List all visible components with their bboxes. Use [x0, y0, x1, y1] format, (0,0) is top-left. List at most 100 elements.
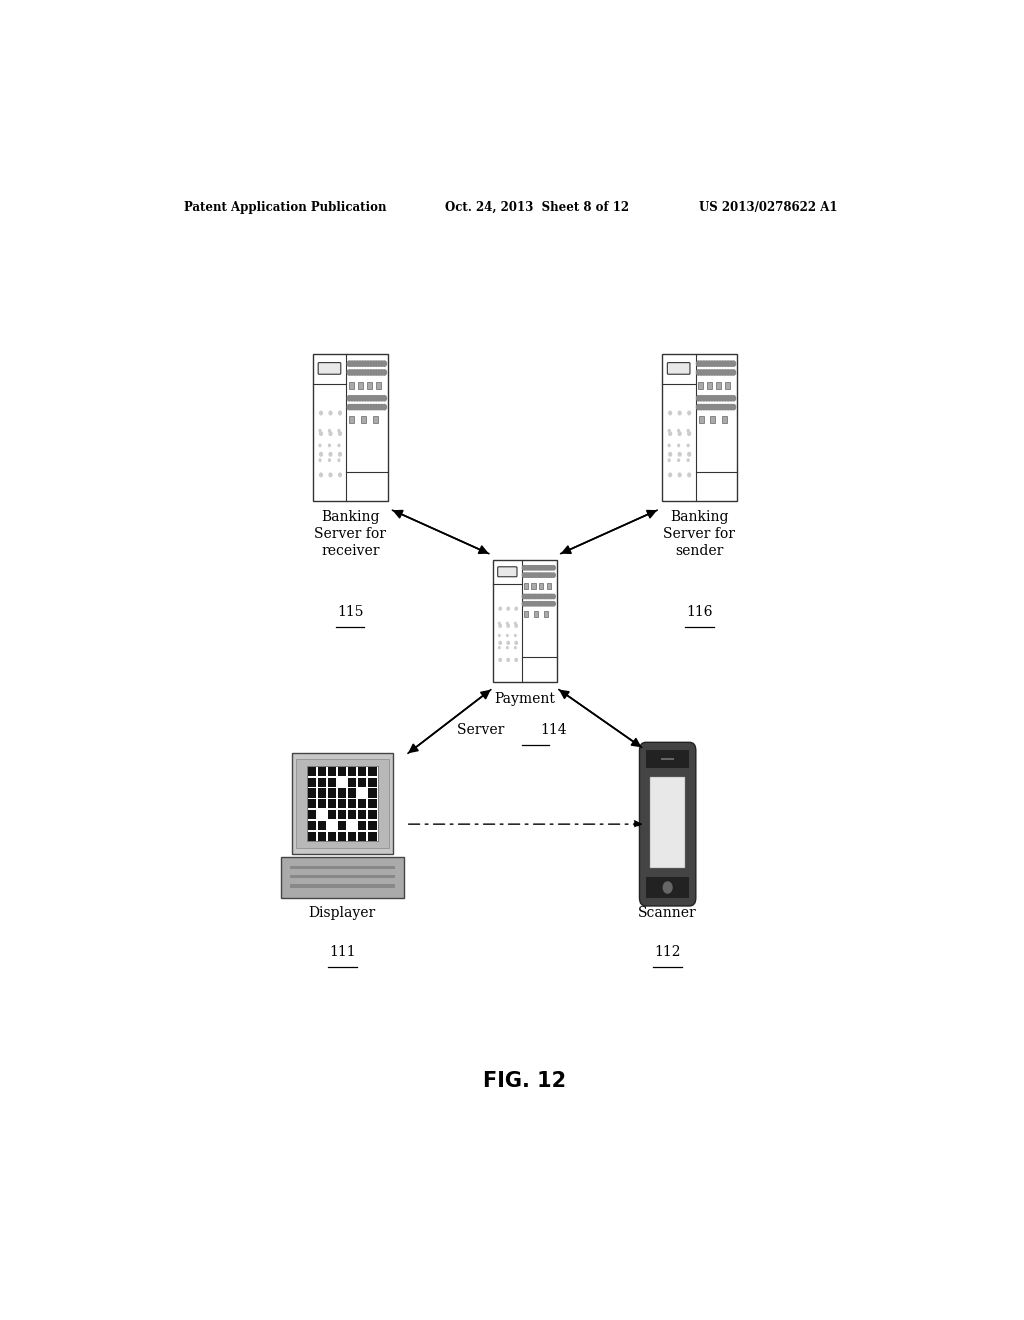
Circle shape: [539, 565, 542, 570]
Circle shape: [678, 429, 680, 432]
Text: 116: 116: [686, 605, 713, 619]
Circle shape: [531, 594, 535, 599]
Circle shape: [550, 565, 553, 570]
Circle shape: [369, 370, 373, 375]
Circle shape: [350, 396, 354, 401]
Circle shape: [731, 404, 735, 409]
FancyBboxPatch shape: [523, 583, 528, 589]
FancyBboxPatch shape: [368, 777, 377, 787]
FancyArrowPatch shape: [408, 690, 489, 754]
Circle shape: [338, 445, 340, 446]
FancyBboxPatch shape: [328, 799, 336, 808]
Circle shape: [515, 624, 517, 627]
Circle shape: [527, 594, 530, 599]
Circle shape: [515, 647, 516, 648]
Circle shape: [678, 459, 680, 462]
Circle shape: [721, 404, 725, 409]
Circle shape: [708, 404, 712, 409]
Circle shape: [515, 659, 517, 661]
Circle shape: [380, 404, 384, 409]
Circle shape: [319, 453, 323, 455]
Circle shape: [669, 429, 670, 432]
Circle shape: [360, 370, 365, 375]
FancyBboxPatch shape: [290, 884, 394, 887]
Circle shape: [723, 360, 727, 366]
Circle shape: [339, 473, 341, 477]
Circle shape: [731, 396, 735, 401]
FancyBboxPatch shape: [547, 583, 551, 589]
Circle shape: [552, 573, 555, 577]
Circle shape: [541, 573, 544, 577]
FancyBboxPatch shape: [349, 416, 354, 422]
FancyBboxPatch shape: [338, 767, 346, 776]
FancyArrowPatch shape: [560, 690, 642, 747]
FancyBboxPatch shape: [498, 566, 517, 577]
Circle shape: [364, 404, 368, 409]
Circle shape: [374, 404, 378, 409]
FancyBboxPatch shape: [348, 777, 356, 787]
Circle shape: [534, 573, 538, 577]
Text: 115: 115: [337, 605, 364, 619]
Circle shape: [380, 360, 384, 366]
FancyArrowPatch shape: [392, 511, 487, 553]
Circle shape: [713, 396, 717, 401]
FancyBboxPatch shape: [328, 767, 336, 776]
Circle shape: [726, 370, 730, 375]
FancyBboxPatch shape: [328, 810, 336, 820]
Circle shape: [541, 565, 544, 570]
FancyBboxPatch shape: [358, 821, 367, 830]
FancyBboxPatch shape: [338, 788, 346, 797]
Circle shape: [536, 602, 540, 606]
Text: Server: Server: [457, 722, 509, 737]
Circle shape: [531, 565, 535, 570]
Circle shape: [329, 445, 331, 446]
Circle shape: [696, 396, 700, 401]
Circle shape: [552, 602, 555, 606]
Circle shape: [716, 396, 720, 401]
Text: Oct. 24, 2013  Sheet 8 of 12: Oct. 24, 2013 Sheet 8 of 12: [445, 201, 630, 214]
FancyBboxPatch shape: [292, 754, 393, 854]
FancyBboxPatch shape: [281, 857, 403, 898]
Circle shape: [380, 396, 384, 401]
FancyBboxPatch shape: [368, 832, 377, 841]
Circle shape: [545, 573, 549, 577]
FancyBboxPatch shape: [348, 788, 356, 797]
FancyBboxPatch shape: [358, 777, 367, 787]
FancyBboxPatch shape: [708, 381, 713, 388]
Circle shape: [350, 370, 354, 375]
FancyBboxPatch shape: [307, 799, 316, 808]
Circle shape: [539, 602, 542, 606]
Circle shape: [678, 412, 681, 414]
Circle shape: [507, 642, 509, 644]
Circle shape: [355, 396, 359, 401]
Circle shape: [687, 445, 689, 446]
Circle shape: [699, 360, 703, 366]
Circle shape: [338, 429, 340, 432]
Circle shape: [374, 396, 378, 401]
Circle shape: [718, 404, 722, 409]
FancyBboxPatch shape: [368, 799, 377, 808]
FancyBboxPatch shape: [358, 767, 367, 776]
Circle shape: [374, 370, 378, 375]
Circle shape: [350, 360, 354, 366]
Circle shape: [550, 602, 553, 606]
Circle shape: [713, 404, 717, 409]
Circle shape: [352, 360, 356, 366]
Circle shape: [522, 573, 525, 577]
Circle shape: [539, 573, 542, 577]
Circle shape: [329, 429, 331, 432]
FancyBboxPatch shape: [348, 810, 356, 820]
Circle shape: [360, 396, 365, 401]
Text: Banking
Server for
receiver: Banking Server for receiver: [314, 510, 386, 558]
FancyBboxPatch shape: [539, 583, 544, 589]
Circle shape: [347, 404, 351, 409]
Circle shape: [377, 396, 381, 401]
Circle shape: [701, 360, 706, 366]
Circle shape: [696, 360, 700, 366]
Circle shape: [705, 360, 709, 366]
FancyBboxPatch shape: [650, 777, 685, 869]
Circle shape: [350, 404, 354, 409]
Text: Patent Application Publication: Patent Application Publication: [183, 201, 386, 214]
FancyBboxPatch shape: [494, 560, 557, 682]
Circle shape: [367, 396, 371, 401]
